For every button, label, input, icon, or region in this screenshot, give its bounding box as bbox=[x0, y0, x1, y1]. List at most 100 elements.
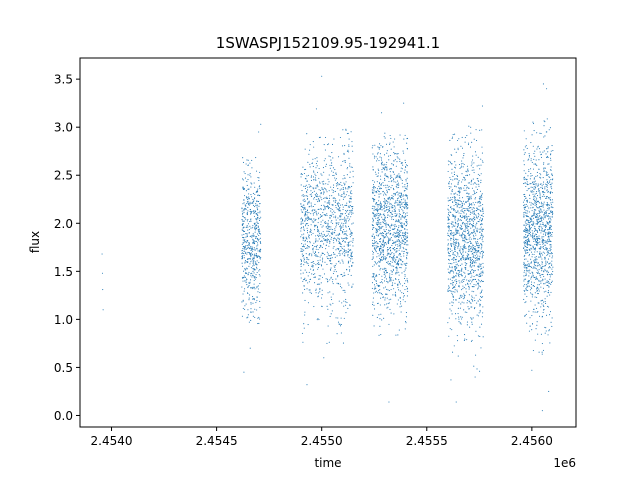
data-point bbox=[449, 270, 451, 272]
data-point bbox=[253, 268, 255, 270]
data-point bbox=[385, 224, 387, 226]
data-point bbox=[396, 187, 398, 189]
data-point bbox=[332, 239, 334, 241]
data-point bbox=[309, 163, 311, 165]
data-point bbox=[246, 261, 248, 263]
data-point bbox=[546, 203, 549, 205]
data-point bbox=[529, 249, 531, 251]
data-point bbox=[321, 192, 323, 194]
data-point bbox=[343, 196, 345, 198]
data-point bbox=[450, 193, 452, 195]
data-point bbox=[385, 269, 387, 271]
data-point bbox=[302, 166, 304, 168]
data-point bbox=[254, 227, 257, 229]
data-point bbox=[378, 217, 380, 219]
data-point bbox=[458, 191, 460, 193]
data-point bbox=[448, 215, 451, 217]
data-point bbox=[549, 255, 551, 257]
data-point bbox=[472, 265, 474, 267]
data-point bbox=[389, 196, 391, 198]
data-point bbox=[447, 216, 449, 218]
data-point bbox=[328, 255, 330, 257]
data-point bbox=[536, 245, 538, 247]
data-point bbox=[401, 250, 403, 252]
data-point bbox=[303, 323, 305, 325]
data-point bbox=[466, 282, 469, 284]
data-point bbox=[475, 241, 477, 243]
data-point bbox=[532, 274, 534, 277]
data-point bbox=[309, 278, 311, 281]
data-point bbox=[392, 259, 394, 261]
data-point bbox=[460, 246, 462, 248]
data-point bbox=[539, 273, 541, 275]
data-point bbox=[324, 197, 326, 199]
data-point bbox=[387, 186, 389, 188]
data-point bbox=[469, 259, 471, 261]
data-point bbox=[376, 213, 378, 215]
data-point bbox=[382, 246, 384, 249]
data-point bbox=[393, 193, 395, 195]
data-point bbox=[241, 178, 244, 180]
data-point bbox=[402, 186, 404, 188]
data-point bbox=[304, 225, 307, 227]
data-point bbox=[254, 193, 256, 195]
data-point bbox=[478, 275, 480, 277]
data-point bbox=[452, 215, 454, 217]
data-point bbox=[328, 258, 330, 260]
data-point bbox=[247, 218, 249, 221]
data-point bbox=[334, 177, 336, 179]
data-point bbox=[389, 167, 391, 170]
data-point bbox=[534, 183, 536, 185]
data-point bbox=[478, 258, 480, 260]
data-point bbox=[523, 285, 525, 287]
data-point bbox=[406, 212, 408, 214]
data-point bbox=[316, 194, 318, 196]
data-point bbox=[536, 324, 538, 326]
data-point bbox=[338, 232, 341, 234]
data-point bbox=[308, 218, 310, 220]
data-point bbox=[459, 228, 461, 230]
data-point bbox=[534, 264, 536, 267]
data-point bbox=[543, 212, 546, 214]
data-point bbox=[258, 234, 260, 236]
data-point bbox=[468, 288, 470, 290]
data-point bbox=[396, 220, 398, 222]
data-point bbox=[470, 203, 472, 205]
data-point bbox=[395, 175, 397, 177]
data-point bbox=[377, 222, 379, 224]
data-point bbox=[382, 257, 384, 259]
data-point bbox=[307, 195, 309, 197]
data-point bbox=[544, 258, 546, 260]
data-point bbox=[397, 194, 399, 196]
data-point bbox=[459, 282, 461, 284]
data-point bbox=[379, 233, 381, 235]
data-point bbox=[371, 287, 373, 289]
data-point bbox=[345, 218, 347, 220]
data-point bbox=[251, 276, 253, 278]
data-point bbox=[386, 205, 388, 207]
data-point bbox=[455, 203, 457, 205]
data-point bbox=[381, 183, 383, 185]
data-point bbox=[247, 202, 249, 204]
data-point bbox=[375, 215, 377, 217]
data-point bbox=[404, 184, 406, 186]
data-point bbox=[473, 211, 475, 213]
data-point bbox=[397, 220, 399, 222]
data-point bbox=[334, 265, 336, 267]
data-point bbox=[524, 264, 526, 266]
data-point bbox=[539, 255, 542, 257]
data-point bbox=[406, 171, 408, 173]
data-point bbox=[312, 191, 314, 194]
data-point bbox=[461, 256, 463, 258]
data-point bbox=[376, 290, 378, 292]
data-point bbox=[330, 215, 333, 217]
data-point bbox=[482, 212, 484, 214]
data-point bbox=[405, 316, 407, 318]
data-point bbox=[316, 214, 318, 216]
data-point bbox=[473, 207, 475, 209]
data-point bbox=[318, 198, 320, 200]
data-point bbox=[327, 222, 329, 224]
data-point bbox=[400, 195, 402, 197]
data-point bbox=[389, 189, 391, 191]
data-point bbox=[547, 191, 549, 193]
